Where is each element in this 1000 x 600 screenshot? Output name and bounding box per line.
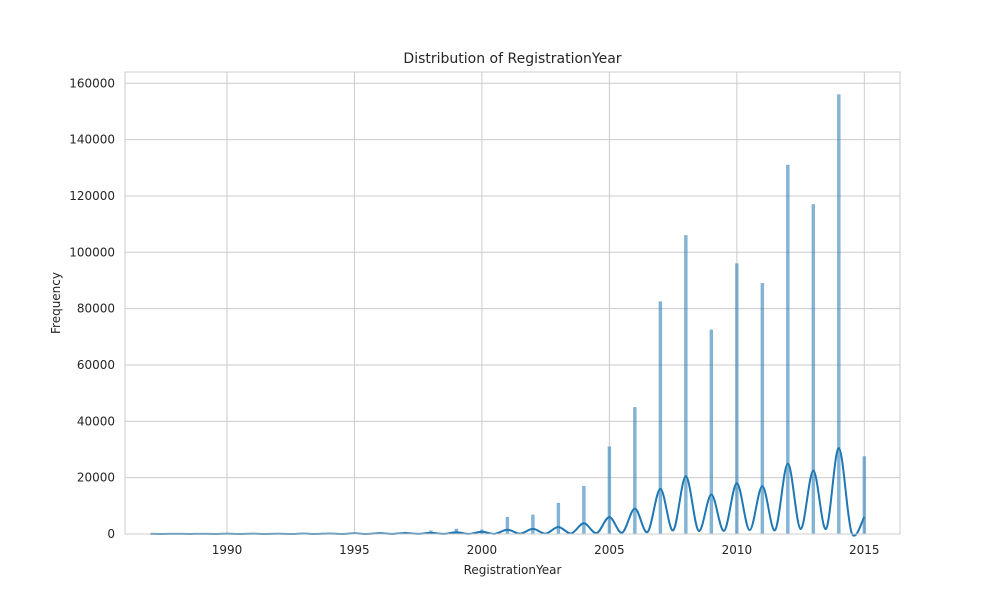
histogram-bar	[811, 204, 816, 535]
y-axis-ticks: 0 20000 40000 60000 80000 100000 120000 140000 1…	[69, 76, 115, 541]
histogram-bar	[786, 164, 790, 535]
bars	[148, 94, 867, 535]
x-tick-label: 2015	[849, 543, 880, 557]
histogram-bar	[658, 301, 663, 535]
histogram-bar	[633, 406, 637, 535]
grid	[125, 72, 900, 535]
y-tick-label: 0	[107, 527, 115, 541]
y-axis-label: Frequency	[49, 272, 63, 334]
x-axis-label: RegistrationYear	[464, 563, 562, 577]
histogram-bar	[505, 516, 510, 535]
histogram-bar	[862, 456, 867, 535]
histogram-bar	[684, 235, 688, 535]
y-tick-label: 120000	[69, 189, 115, 203]
y-tick-label: 80000	[77, 302, 115, 316]
x-tick-label: 2000	[467, 543, 498, 557]
y-tick-label: 160000	[69, 76, 115, 90]
x-tick-label: 1990	[212, 543, 243, 557]
y-tick-label: 60000	[77, 358, 115, 372]
histogram-bar	[735, 263, 739, 535]
histogram-bar	[531, 514, 535, 535]
histogram-bar	[837, 94, 841, 535]
plot-frame	[124, 71, 901, 535]
y-tick-label: 140000	[69, 133, 115, 147]
histogram-bar	[607, 446, 612, 535]
x-tick-label: 2010	[722, 543, 753, 557]
x-axis-ticks: 1990 1995 2000 2005 2010 2015	[212, 543, 880, 557]
histogram-bar	[760, 283, 765, 535]
chart-title: Distribution of RegistrationYear	[403, 51, 621, 67]
histogram-bar	[709, 329, 714, 535]
plot-area	[125, 72, 900, 534]
y-tick-label: 40000	[77, 414, 115, 428]
histogram-bar	[556, 502, 561, 535]
x-tick-label: 1995	[339, 543, 370, 557]
y-tick-label: 20000	[77, 471, 115, 485]
y-tick-label: 100000	[69, 245, 115, 259]
x-tick-label: 2005	[594, 543, 625, 557]
histogram-bar	[582, 485, 586, 535]
